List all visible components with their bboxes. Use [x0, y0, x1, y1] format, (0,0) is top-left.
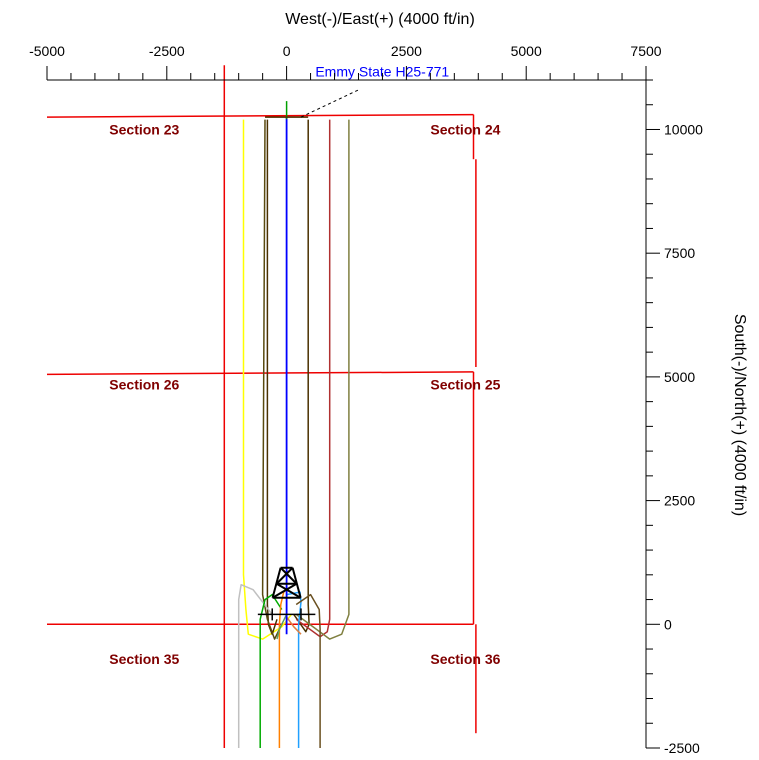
y-axis-title: South(-)/North(+) (4000 ft/in)	[731, 314, 748, 516]
y-tick-label: -2500	[664, 740, 700, 756]
section-boundary-line	[46, 371, 474, 376]
rig-symbol-stroke	[275, 567, 294, 585]
section-label: Section 23	[109, 121, 179, 137]
y-tick-label: 10000	[664, 121, 703, 137]
x-tick-label: -2500	[149, 43, 185, 59]
section-labels: Section 23 Section 24 Section 26 Section 25…	[109, 121, 500, 666]
offset-well-path	[266, 119, 278, 635]
y-tick-label: 5000	[664, 369, 695, 385]
x-tick-label: 5000	[511, 43, 542, 59]
offset-well-path	[293, 119, 310, 633]
x-tick-label: -5000	[29, 43, 65, 59]
section-lines	[46, 65, 477, 748]
offset-well-path	[237, 583, 273, 748]
label-leader-line	[300, 89, 359, 118]
target-well: Emmy State H25-771	[265, 63, 449, 635]
offset-well-path	[259, 593, 283, 748]
rig-symbols	[257, 566, 316, 621]
section-label: Section 25	[430, 376, 500, 392]
y-tick-label: 0	[664, 616, 672, 632]
offset-well-path	[242, 119, 292, 640]
offset-well-path	[295, 119, 331, 638]
offset-well-path	[278, 589, 288, 748]
y-tick-label: 2500	[664, 493, 695, 509]
x-tick-label: 7500	[630, 43, 661, 59]
target-well-label: Emmy State H25-771	[315, 63, 449, 79]
section-label: Section 36	[430, 651, 500, 667]
offset-well-path	[295, 593, 321, 748]
y-tick-label: 7500	[664, 245, 695, 261]
x-tick-label: 0	[283, 43, 291, 59]
offset-well-paths	[237, 119, 350, 748]
x-tick-label: 2500	[391, 43, 422, 59]
section-label: Section 24	[430, 121, 500, 137]
x-axis-title: West(-)/East(+) (4000 ft/in)	[285, 11, 475, 28]
section-boundary-line	[46, 113, 474, 118]
rig-symbol-stroke	[272, 582, 298, 599]
offset-well-path	[285, 616, 302, 635]
rig-symbol-stroke	[276, 582, 302, 599]
offset-well-path	[261, 119, 283, 640]
section-label: Section 26	[109, 376, 179, 392]
offset-well-path	[295, 119, 350, 640]
offset-well-path	[276, 614, 288, 640]
axes: -5000 -2500 0 2500 5000 7500 -2500 0 2500 5000 750…	[29, 43, 703, 756]
rig-symbol-stroke	[279, 567, 298, 585]
section-label: Section 35	[109, 651, 179, 667]
